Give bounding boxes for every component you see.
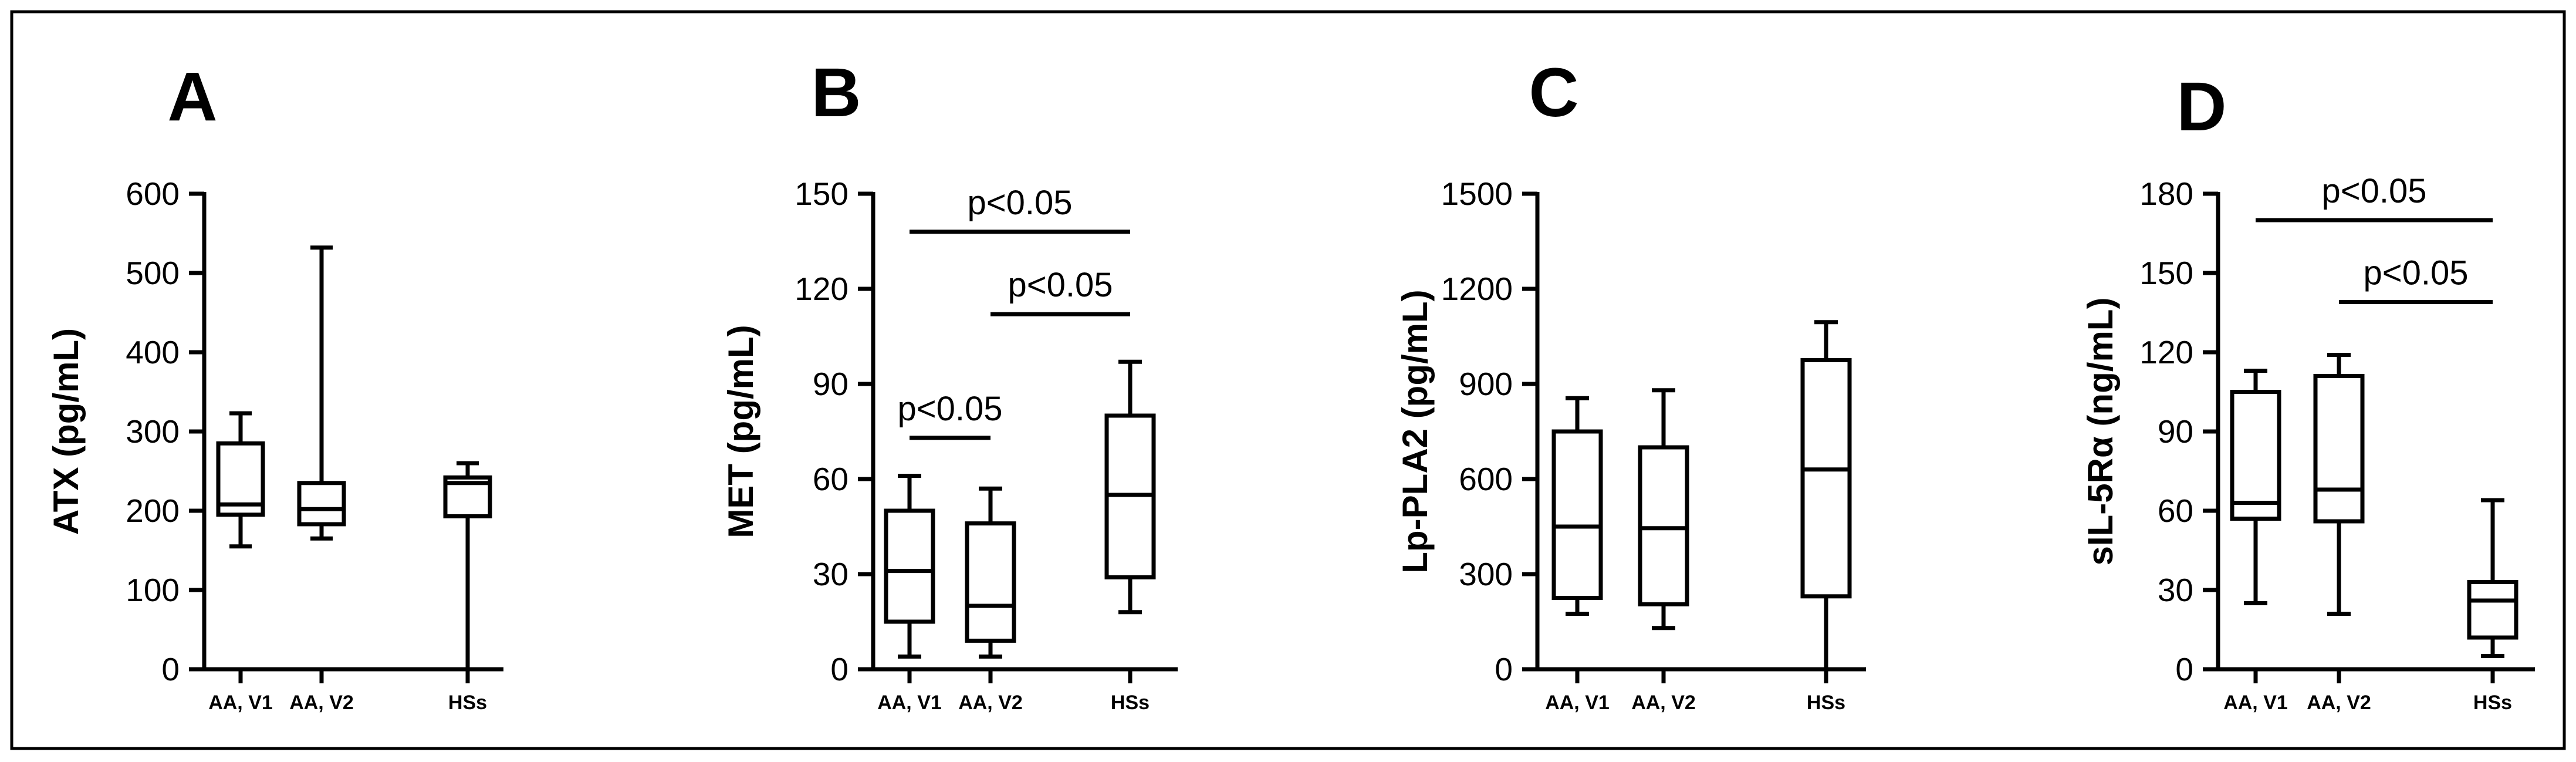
significance-label: p<0.05 bbox=[1008, 266, 1113, 304]
y-tick-label: 1200 bbox=[1441, 271, 1513, 307]
significance-label: p<0.05 bbox=[2363, 254, 2468, 292]
y-tick-label: 90 bbox=[2158, 413, 2193, 450]
box-aa-v1 bbox=[216, 411, 265, 549]
box-aa-v2 bbox=[297, 245, 346, 541]
x-tick-label: HSs bbox=[1807, 692, 1845, 714]
y-axis-label-d: sIL-5Rα (ng/mL) bbox=[2081, 298, 2120, 566]
x-tick-label: AA, V2 bbox=[1631, 692, 1696, 714]
box-hss bbox=[1800, 320, 1852, 672]
y-tick-label: 300 bbox=[126, 413, 180, 450]
y-tick-label: 600 bbox=[1459, 461, 1513, 497]
box-aa-v1 bbox=[2230, 369, 2281, 605]
y-tick-label: 400 bbox=[126, 334, 180, 370]
y-tick-label: 180 bbox=[2139, 176, 2193, 212]
y-tick-label: 90 bbox=[813, 366, 848, 402]
x-tick-label: HSs bbox=[1111, 692, 1150, 714]
y-tick-label: 0 bbox=[830, 651, 848, 687]
significance-label: p<0.05 bbox=[2321, 172, 2426, 210]
y-tick-label: 100 bbox=[126, 572, 180, 608]
iqr-box bbox=[2313, 374, 2365, 524]
x-tick-label: AA, V2 bbox=[958, 692, 1023, 714]
y-tick-label: 150 bbox=[795, 176, 848, 212]
y-tick-label: 1500 bbox=[1441, 176, 1513, 212]
y-axis-label-b: MET (pg/mL) bbox=[721, 325, 760, 538]
figure-border bbox=[10, 10, 2566, 750]
y-tick-label: 900 bbox=[1459, 366, 1513, 402]
y-tick-label: 150 bbox=[2139, 255, 2193, 291]
iqr-box bbox=[965, 521, 1016, 643]
x-tick-label: AA, V1 bbox=[208, 692, 273, 714]
box-aa-v1 bbox=[1551, 396, 1603, 616]
y-axis-label-a: ATX (pg/mL) bbox=[46, 328, 86, 535]
panel-d: D sIL-5Rα (ng/mL) 0 30 60 90 120 150 180 AA, V1… bbox=[2081, 68, 2535, 714]
box-aa-v2 bbox=[1638, 388, 1689, 630]
y-tick-label: 120 bbox=[795, 271, 848, 307]
panel-letter-c: C bbox=[1529, 54, 1578, 132]
panel-a: A ATX (pg/mL) 0 100 200 300 400 500 600 AA, V1 A… bbox=[46, 58, 503, 714]
y-tick-label: 30 bbox=[2158, 572, 2193, 608]
y-tick-label: 0 bbox=[2175, 651, 2193, 687]
box-hss bbox=[1104, 359, 1156, 615]
y-tick-label: 200 bbox=[126, 493, 180, 529]
panel-c: C Lp-PLA2 (pg/mL) 0 300 600 900 1200 1500 AA, … bbox=[1395, 54, 1866, 714]
panel-letter-b: B bbox=[811, 54, 861, 132]
panel-b: B MET (pg/mL) 0 30 60 90 120 150 AA, V1 AA, V2 H… bbox=[721, 54, 1178, 714]
x-tick-label: HSs bbox=[448, 692, 487, 714]
iqr-box bbox=[2467, 580, 2518, 640]
y-tick-label: 0 bbox=[161, 651, 180, 687]
y-tick-label: 600 bbox=[126, 176, 180, 212]
y-tick-label: 60 bbox=[2158, 493, 2193, 529]
iqr-box bbox=[297, 481, 346, 527]
iqr-box bbox=[1551, 429, 1603, 600]
y-tick-label: 60 bbox=[813, 461, 848, 497]
box-aa-v2 bbox=[2313, 353, 2365, 616]
significance-label: p<0.05 bbox=[967, 184, 1072, 222]
panel-letter-a: A bbox=[167, 58, 217, 136]
iqr-box bbox=[1800, 358, 1852, 599]
x-tick-label: AA, V2 bbox=[2307, 692, 2371, 714]
significance-label: p<0.05 bbox=[897, 390, 1002, 428]
y-axis-label-c: Lp-PLA2 (pg/mL) bbox=[1395, 289, 1435, 573]
box-hss bbox=[443, 461, 492, 672]
iqr-box bbox=[884, 508, 935, 624]
y-tick-label: 120 bbox=[2139, 334, 2193, 370]
x-tick-label: AA, V1 bbox=[877, 692, 942, 714]
box-aa-v2 bbox=[965, 486, 1016, 659]
box-aa-v1 bbox=[884, 474, 935, 659]
y-tick-label: 30 bbox=[813, 556, 848, 592]
y-tick-label: 300 bbox=[1459, 556, 1513, 592]
iqr-box bbox=[1638, 445, 1689, 606]
y-tick-label: 500 bbox=[126, 255, 180, 291]
box-hss bbox=[2467, 498, 2518, 658]
x-tick-label: AA, V2 bbox=[289, 692, 354, 714]
x-tick-label: AA, V1 bbox=[2223, 692, 2288, 714]
iqr-box bbox=[2230, 390, 2281, 521]
panel-letter-d: D bbox=[2176, 68, 2226, 146]
x-tick-label: AA, V1 bbox=[1545, 692, 1610, 714]
x-tick-label: HSs bbox=[2473, 692, 2512, 714]
y-tick-label: 0 bbox=[1495, 651, 1513, 687]
